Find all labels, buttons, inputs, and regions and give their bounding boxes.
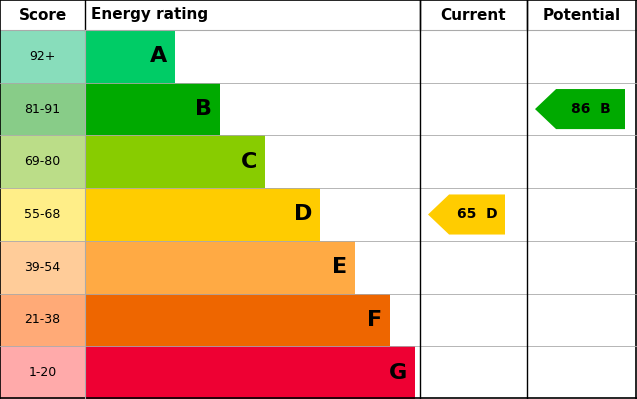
Bar: [85, 294, 390, 346]
Bar: [0, 294, 85, 346]
Bar: [85, 83, 220, 135]
Bar: [85, 188, 320, 241]
Text: F: F: [367, 310, 382, 330]
Bar: [0, 346, 85, 399]
Bar: [0, 188, 85, 241]
Bar: [0, 83, 85, 135]
Text: E: E: [332, 257, 347, 277]
Text: 81-91: 81-91: [24, 103, 61, 116]
Text: 92+: 92+: [29, 50, 55, 63]
Bar: [0, 30, 85, 83]
Text: 1-20: 1-20: [29, 366, 57, 379]
Bar: [85, 30, 175, 83]
Text: B: B: [195, 99, 212, 119]
Text: 65  D: 65 D: [457, 207, 497, 221]
Text: D: D: [294, 205, 312, 225]
Text: Score: Score: [18, 8, 67, 22]
Text: G: G: [389, 363, 407, 383]
Bar: [85, 241, 355, 294]
Bar: [0, 135, 85, 188]
Polygon shape: [535, 89, 625, 129]
Bar: [0, 241, 85, 294]
Bar: [85, 135, 265, 188]
Text: Potential: Potential: [543, 8, 621, 22]
Text: C: C: [241, 152, 257, 172]
Text: A: A: [150, 46, 167, 66]
Text: 55-68: 55-68: [24, 208, 61, 221]
Text: 86  B: 86 B: [571, 102, 610, 116]
Bar: [85, 346, 415, 399]
Text: Current: Current: [441, 8, 506, 22]
Text: 69-80: 69-80: [24, 155, 61, 168]
Text: 39-54: 39-54: [24, 261, 61, 274]
Text: Energy rating: Energy rating: [91, 8, 208, 22]
Text: 21-38: 21-38: [24, 314, 61, 326]
Polygon shape: [428, 194, 505, 235]
